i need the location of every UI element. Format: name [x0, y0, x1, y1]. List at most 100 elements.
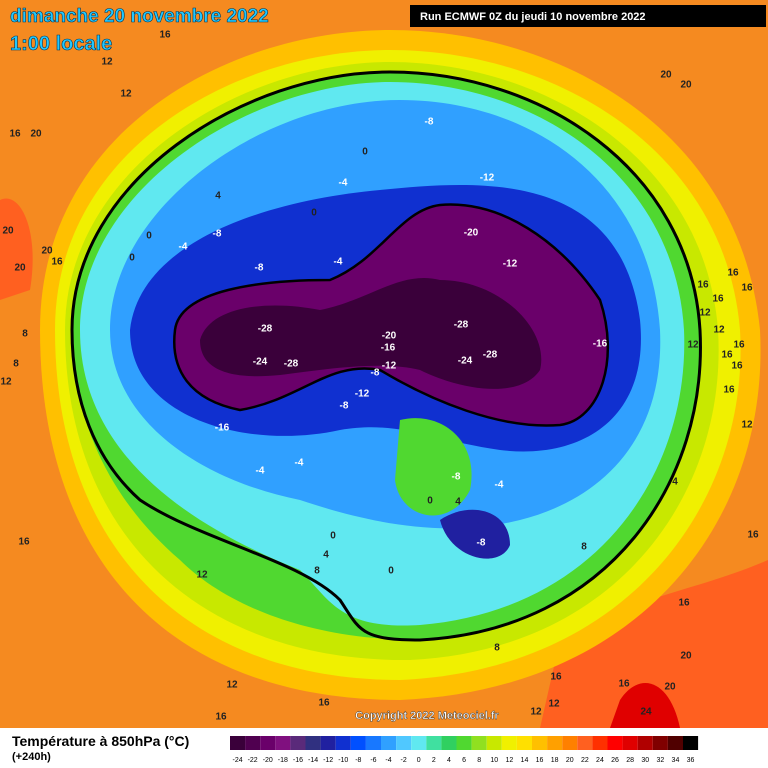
colorbar-swatch [607, 736, 623, 750]
contour-label: 4 [215, 191, 221, 202]
colorbar-label: 8 [477, 757, 481, 764]
contour-label: 4 [323, 550, 329, 561]
colorbar-label: 30 [641, 757, 649, 764]
colorbar-label: 36 [687, 757, 695, 764]
contour-label: -4 [256, 466, 265, 477]
colorbar-label: -8 [355, 757, 361, 764]
contour-label: 16 [318, 698, 330, 709]
contour-label: 16 [51, 257, 63, 268]
contour-label: 0 [362, 147, 368, 158]
colorbar-swatch [305, 736, 321, 750]
contour-label: 0 [330, 531, 336, 542]
colorbar-label: 22 [581, 757, 589, 764]
colorbar-label: -24 [232, 757, 242, 764]
contour-label: 16 [215, 712, 227, 723]
contour-label: 20 [14, 263, 26, 274]
colorbar-swatch [260, 736, 276, 750]
colorbar-label: -12 [323, 757, 333, 764]
contour-label: 16 [550, 672, 562, 683]
temp-zone [200, 277, 542, 389]
colorbar-label: -14 [308, 757, 318, 764]
contour-label: 12 [226, 680, 238, 691]
contour-label: -16 [593, 339, 608, 350]
map-subtitle: 1:00 locale [10, 33, 112, 55]
colorbar-swatch [683, 736, 699, 750]
contour-label: 16 [697, 280, 709, 291]
contour-label: 4 [455, 497, 461, 508]
colorbar-label: -6 [370, 757, 376, 764]
run-box [410, 5, 766, 27]
colorbar-swatch [396, 736, 412, 750]
contour-label: 4 [672, 477, 678, 488]
contour-label: 20 [664, 682, 676, 693]
contour-label: -16 [381, 343, 396, 354]
contour-label: 16 [747, 530, 759, 541]
minus-20-contour [173, 203, 609, 427]
contour-label: -12 [480, 173, 495, 184]
contour-label: 12 [741, 420, 753, 431]
contour-label: 0 [427, 496, 433, 507]
colorbar-label: 20 [566, 757, 574, 764]
contour-label: 16 [727, 268, 739, 279]
run-info: Run ECMWF 0Z du jeudi 10 novembre 2022 [420, 11, 646, 23]
contour-label: -8 [213, 229, 222, 240]
contour-label: 24 [640, 707, 652, 718]
contour-label: -4 [179, 242, 188, 253]
contour-label: 12 [0, 377, 12, 388]
colorbar-label: 26 [611, 757, 619, 764]
contour-label: -28 [258, 324, 273, 335]
colorbar-swatch [275, 736, 291, 750]
colorbar-swatch [245, 736, 261, 750]
colorbar-swatch [622, 736, 638, 750]
legend-title: Température à 850hPa (°C) [12, 733, 189, 749]
colorbar-swatch [471, 736, 487, 750]
contour-label: -20 [464, 228, 479, 239]
colorbar-swatch [456, 736, 472, 750]
colorbar-swatch [365, 736, 381, 750]
colorbar-swatch [547, 736, 563, 750]
colorbar-swatch [592, 736, 608, 750]
warm-area [0, 198, 33, 300]
forecast-lead: (+240h) [12, 751, 51, 763]
colorbar-label: 14 [521, 757, 529, 764]
colorbar-label: -16 [293, 757, 303, 764]
colorbar-swatch [562, 736, 578, 750]
contour-label: 16 [721, 350, 733, 361]
contour-label: -12 [355, 389, 370, 400]
contour-label: -24 [253, 357, 268, 368]
contour-label: 12 [713, 325, 725, 336]
temp-zone [440, 509, 510, 559]
contour-label: 20 [660, 70, 672, 81]
colorbar-swatch [230, 736, 246, 750]
colorbar-label: 34 [672, 757, 680, 764]
contour-label: 16 [733, 340, 745, 351]
contour-label: -8 [425, 117, 434, 128]
contour-label: 12 [120, 89, 132, 100]
contour-label: 8 [314, 566, 320, 577]
colorbar-label: 0 [417, 757, 421, 764]
contour-label: -4 [339, 178, 348, 189]
contour-label: 0 [146, 231, 152, 242]
contour-label: 12 [530, 707, 542, 718]
contour-label: -20 [382, 331, 397, 342]
contour-label: -28 [454, 320, 469, 331]
contour-label: -8 [255, 263, 264, 274]
contour-label: 16 [18, 537, 30, 548]
colorbar-swatch [426, 736, 442, 750]
contour-label: 20 [41, 246, 53, 257]
contour-label: 0 [129, 253, 135, 264]
contour-label: 8 [22, 329, 28, 340]
contour-label: 16 [618, 679, 630, 690]
colorbar-swatch [652, 736, 668, 750]
contour-label: -8 [340, 401, 349, 412]
contour-label: -24 [458, 356, 473, 367]
contour-label: 12 [687, 340, 699, 351]
colorbar-label: -18 [278, 757, 288, 764]
colorbar-label: -22 [248, 757, 258, 764]
contour-label: 16 [731, 361, 743, 372]
contour-label: 20 [30, 129, 42, 140]
contour-label: 12 [101, 57, 113, 68]
colorbar-swatch [486, 736, 502, 750]
colorbar-label: 10 [490, 757, 498, 764]
